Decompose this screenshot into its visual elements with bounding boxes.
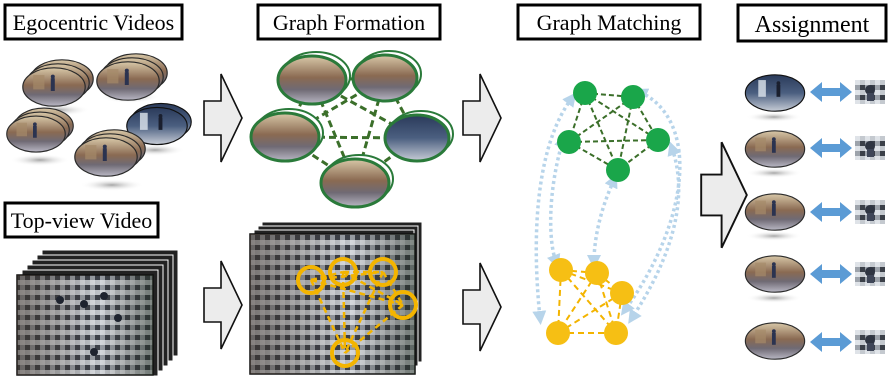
assignment-ego-thumb bbox=[744, 193, 806, 231]
matching-top-node bbox=[546, 321, 570, 345]
matching-ego-node bbox=[573, 81, 597, 105]
assignment-ego-thumb bbox=[744, 322, 806, 360]
top-graph-node bbox=[388, 290, 418, 320]
assignment-label-box bbox=[736, 3, 888, 43]
egocentric-videos-label-box bbox=[3, 3, 184, 41]
graph-formation-panel: Graph Formation bbox=[249, 3, 454, 375]
matching-top-node bbox=[604, 321, 628, 345]
top-view-graph-frame bbox=[249, 221, 423, 375]
assignment-ego-thumb bbox=[744, 130, 806, 168]
process-arrow-top-2 bbox=[462, 262, 502, 352]
assignment-double-arrow bbox=[810, 82, 852, 102]
matching-links bbox=[532, 88, 682, 325]
assignment-top-crop bbox=[855, 262, 885, 286]
egocentric-video-stack-2 bbox=[96, 53, 168, 103]
assignment-row bbox=[744, 130, 885, 178]
assignment-double-arrow bbox=[810, 332, 852, 352]
assignment-panel: Assignment bbox=[736, 3, 888, 360]
graph-matching-label: Graph Matching bbox=[537, 10, 682, 35]
ego-graph-node bbox=[383, 110, 454, 163]
matching-top-node bbox=[549, 258, 573, 282]
graph-formation-label: Graph Formation bbox=[273, 10, 425, 35]
assignment-double-arrow bbox=[810, 264, 852, 284]
egocentric-video-stack-3 bbox=[6, 107, 74, 166]
assignment-row bbox=[744, 74, 885, 122]
ego-graph-nodes bbox=[249, 50, 454, 209]
top-view-video-label-box bbox=[3, 201, 160, 239]
assignment-row bbox=[744, 255, 885, 303]
top-graph-rings bbox=[296, 257, 418, 368]
ego-graph-node bbox=[249, 108, 324, 163]
top-graph-node bbox=[330, 338, 360, 368]
graph-matching-panel: Graph Matching bbox=[516, 3, 702, 345]
egocentric-videos-panel: Egocentric Videos bbox=[3, 3, 192, 191]
matching-top-nodes bbox=[546, 258, 634, 345]
top-graph-node bbox=[328, 257, 358, 287]
matching-ego-node bbox=[557, 130, 581, 154]
assignment-top-crop bbox=[855, 200, 885, 224]
matching-ego-nodes bbox=[557, 81, 670, 182]
assignment-label: Assignment bbox=[755, 12, 870, 38]
matching-ego-node bbox=[646, 128, 670, 152]
graph-matching-label-box bbox=[516, 3, 702, 41]
process-arrow-ego-2 bbox=[462, 73, 502, 163]
top-graph-node bbox=[368, 257, 398, 287]
egocentric-video-stack-5 bbox=[74, 129, 146, 191]
assignment-row bbox=[744, 322, 885, 360]
assignment-top-crop bbox=[855, 136, 885, 160]
ego-graph-node bbox=[351, 50, 422, 103]
matching-ego-node bbox=[606, 158, 630, 182]
process-arrow-ego-1 bbox=[203, 73, 243, 163]
top-view-video-panel: Top-view Video bbox=[3, 201, 179, 377]
assignment-top-crop bbox=[855, 330, 885, 354]
assignment-double-arrow bbox=[810, 138, 852, 158]
process-arrow-top-1 bbox=[203, 260, 243, 350]
top-graph-node bbox=[296, 265, 326, 295]
assignment-double-arrow bbox=[810, 202, 852, 222]
assignment-top-crop bbox=[855, 80, 885, 104]
assignment-row bbox=[744, 193, 885, 241]
process-arrow-assignment bbox=[700, 140, 748, 250]
assignment-ego-thumb bbox=[744, 74, 806, 112]
ego-graph-node bbox=[276, 51, 351, 106]
assignment-ego-thumb bbox=[744, 255, 806, 293]
matching-top-node bbox=[610, 281, 634, 305]
matching-top-node bbox=[585, 261, 609, 285]
top-view-frame-stack bbox=[16, 249, 179, 377]
matching-ego-node bbox=[621, 85, 645, 109]
ego-graph-node bbox=[319, 154, 394, 209]
egocentric-videos-label: Egocentric Videos bbox=[13, 10, 174, 35]
egocentric-video-stack-1 bbox=[22, 59, 94, 116]
top-view-video-label: Top-view Video bbox=[11, 208, 153, 233]
graph-formation-label-box bbox=[256, 3, 442, 41]
